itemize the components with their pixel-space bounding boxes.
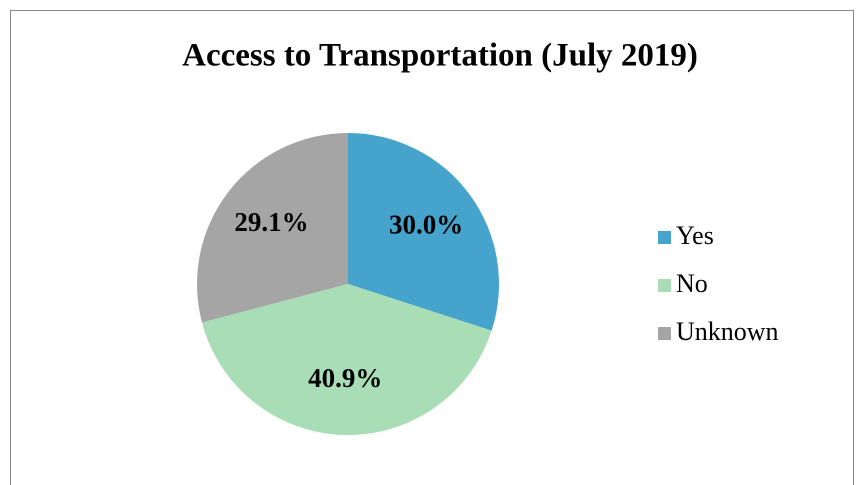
chart-title: Access to Transportation (July 2019) (182, 38, 698, 74)
legend-swatch (658, 231, 671, 244)
pie-slice (197, 133, 348, 323)
legend-swatch (658, 279, 671, 292)
value-label: 30.0% (389, 209, 463, 239)
legend-swatch (658, 327, 671, 340)
pie-slice (201, 284, 492, 435)
value-label: 29.1% (234, 207, 308, 237)
legend-label: Unknown (676, 317, 779, 346)
pie-slice (348, 133, 499, 331)
value-label: 40.9% (308, 363, 382, 393)
legend-label: No (676, 269, 708, 298)
legend-label: Yes (676, 221, 714, 250)
